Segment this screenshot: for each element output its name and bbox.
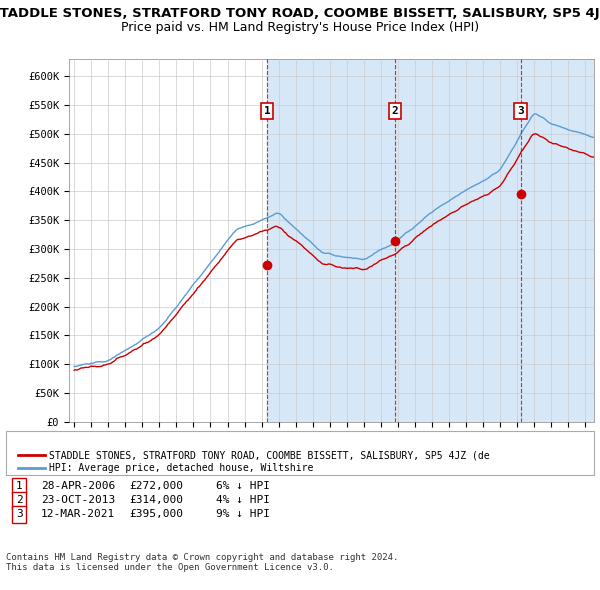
- Text: 23-OCT-2013: 23-OCT-2013: [41, 496, 115, 505]
- Text: £314,000: £314,000: [129, 496, 183, 505]
- Text: 1: 1: [16, 481, 23, 491]
- Text: 9% ↓ HPI: 9% ↓ HPI: [216, 510, 270, 519]
- Text: 3: 3: [517, 106, 524, 116]
- Text: 1: 1: [263, 106, 271, 116]
- Text: STADDLE STONES, STRATFORD TONY ROAD, COOMBE BISSETT, SALISBURY, SP5 4JZ: STADDLE STONES, STRATFORD TONY ROAD, COO…: [0, 7, 600, 20]
- Text: STADDLE STONES, STRATFORD TONY ROAD, COOMBE BISSETT, SALISBURY, SP5 4JZ (de: STADDLE STONES, STRATFORD TONY ROAD, COO…: [49, 451, 490, 460]
- Bar: [395, 59, 594, 422]
- Text: This data is licensed under the Open Government Licence v3.0.: This data is licensed under the Open Gov…: [6, 563, 334, 572]
- Bar: [267, 59, 594, 422]
- Bar: [521, 59, 594, 422]
- Text: 2: 2: [16, 496, 23, 505]
- Text: Contains HM Land Registry data © Crown copyright and database right 2024.: Contains HM Land Registry data © Crown c…: [6, 553, 398, 562]
- Text: Price paid vs. HM Land Registry's House Price Index (HPI): Price paid vs. HM Land Registry's House …: [121, 21, 479, 34]
- Text: HPI: Average price, detached house, Wiltshire: HPI: Average price, detached house, Wilt…: [49, 463, 314, 473]
- Text: 28-APR-2006: 28-APR-2006: [41, 481, 115, 491]
- Text: 6% ↓ HPI: 6% ↓ HPI: [216, 481, 270, 491]
- Text: £395,000: £395,000: [129, 510, 183, 519]
- Text: 12-MAR-2021: 12-MAR-2021: [41, 510, 115, 519]
- Text: £272,000: £272,000: [129, 481, 183, 491]
- Text: 2: 2: [391, 106, 398, 116]
- Text: 4% ↓ HPI: 4% ↓ HPI: [216, 496, 270, 505]
- Text: 3: 3: [16, 510, 23, 519]
